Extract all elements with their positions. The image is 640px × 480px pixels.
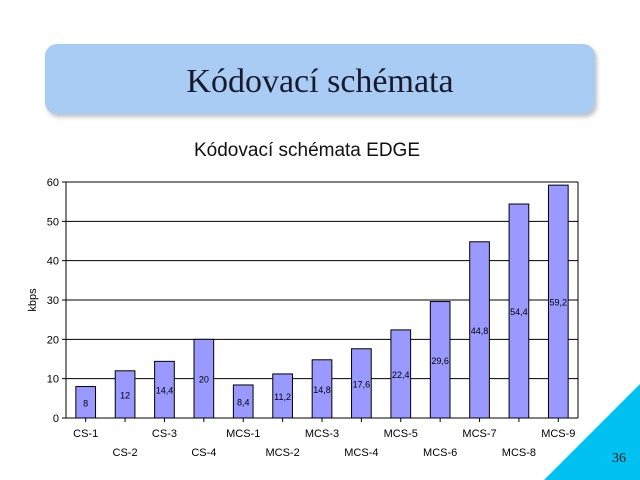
y-tick-label: 40 xyxy=(47,256,59,268)
chart-title: Kódovací schémata EDGE xyxy=(194,140,420,161)
data-label: 29,6 xyxy=(431,356,449,366)
data-label: 14,8 xyxy=(313,385,331,395)
x-tick-label: MCS-5 xyxy=(384,428,418,440)
y-tick-label: 30 xyxy=(47,295,59,307)
y-axis-label: kbps xyxy=(27,288,39,312)
data-label: 44,8 xyxy=(471,326,489,336)
corner-decoration xyxy=(544,384,640,480)
slide-title: Kódovací schémata xyxy=(186,63,454,100)
data-label: 14,4 xyxy=(156,386,174,396)
data-label: 59,2 xyxy=(550,298,568,308)
x-tick-label: MCS-1 xyxy=(226,428,260,440)
x-tick-label: CS-4 xyxy=(191,447,216,459)
x-tick-label: CS-3 xyxy=(152,428,177,440)
y-tick-label: 20 xyxy=(47,334,59,346)
x-tick-label: MCS-4 xyxy=(344,447,378,459)
y-tick-label: 50 xyxy=(47,216,59,228)
data-label: 17,6 xyxy=(353,379,371,389)
y-tick-label: 60 xyxy=(47,177,59,189)
page-number: 36 xyxy=(612,451,626,466)
x-tick-label: MCS-7 xyxy=(462,428,496,440)
y-tick-label: 0 xyxy=(53,413,59,425)
data-label: 11,2 xyxy=(274,392,291,402)
x-tick-label: MCS-8 xyxy=(502,447,536,459)
data-label: 8,4 xyxy=(237,397,250,407)
x-tick-label: CS-2 xyxy=(113,447,138,459)
data-label: 8 xyxy=(83,398,88,408)
x-tick-label: MCS-6 xyxy=(423,447,457,459)
title-box: Kódovací schémata xyxy=(45,44,595,114)
data-label: 12 xyxy=(120,390,130,400)
x-tick-label: CS-1 xyxy=(73,428,98,440)
data-label: 22,4 xyxy=(392,370,410,380)
x-tick-label: MCS-3 xyxy=(305,428,339,440)
y-tick-label: 10 xyxy=(47,374,59,386)
data-label: 54,4 xyxy=(510,307,528,317)
x-tick-label: MCS-2 xyxy=(265,447,299,459)
data-label: 20 xyxy=(199,375,209,385)
